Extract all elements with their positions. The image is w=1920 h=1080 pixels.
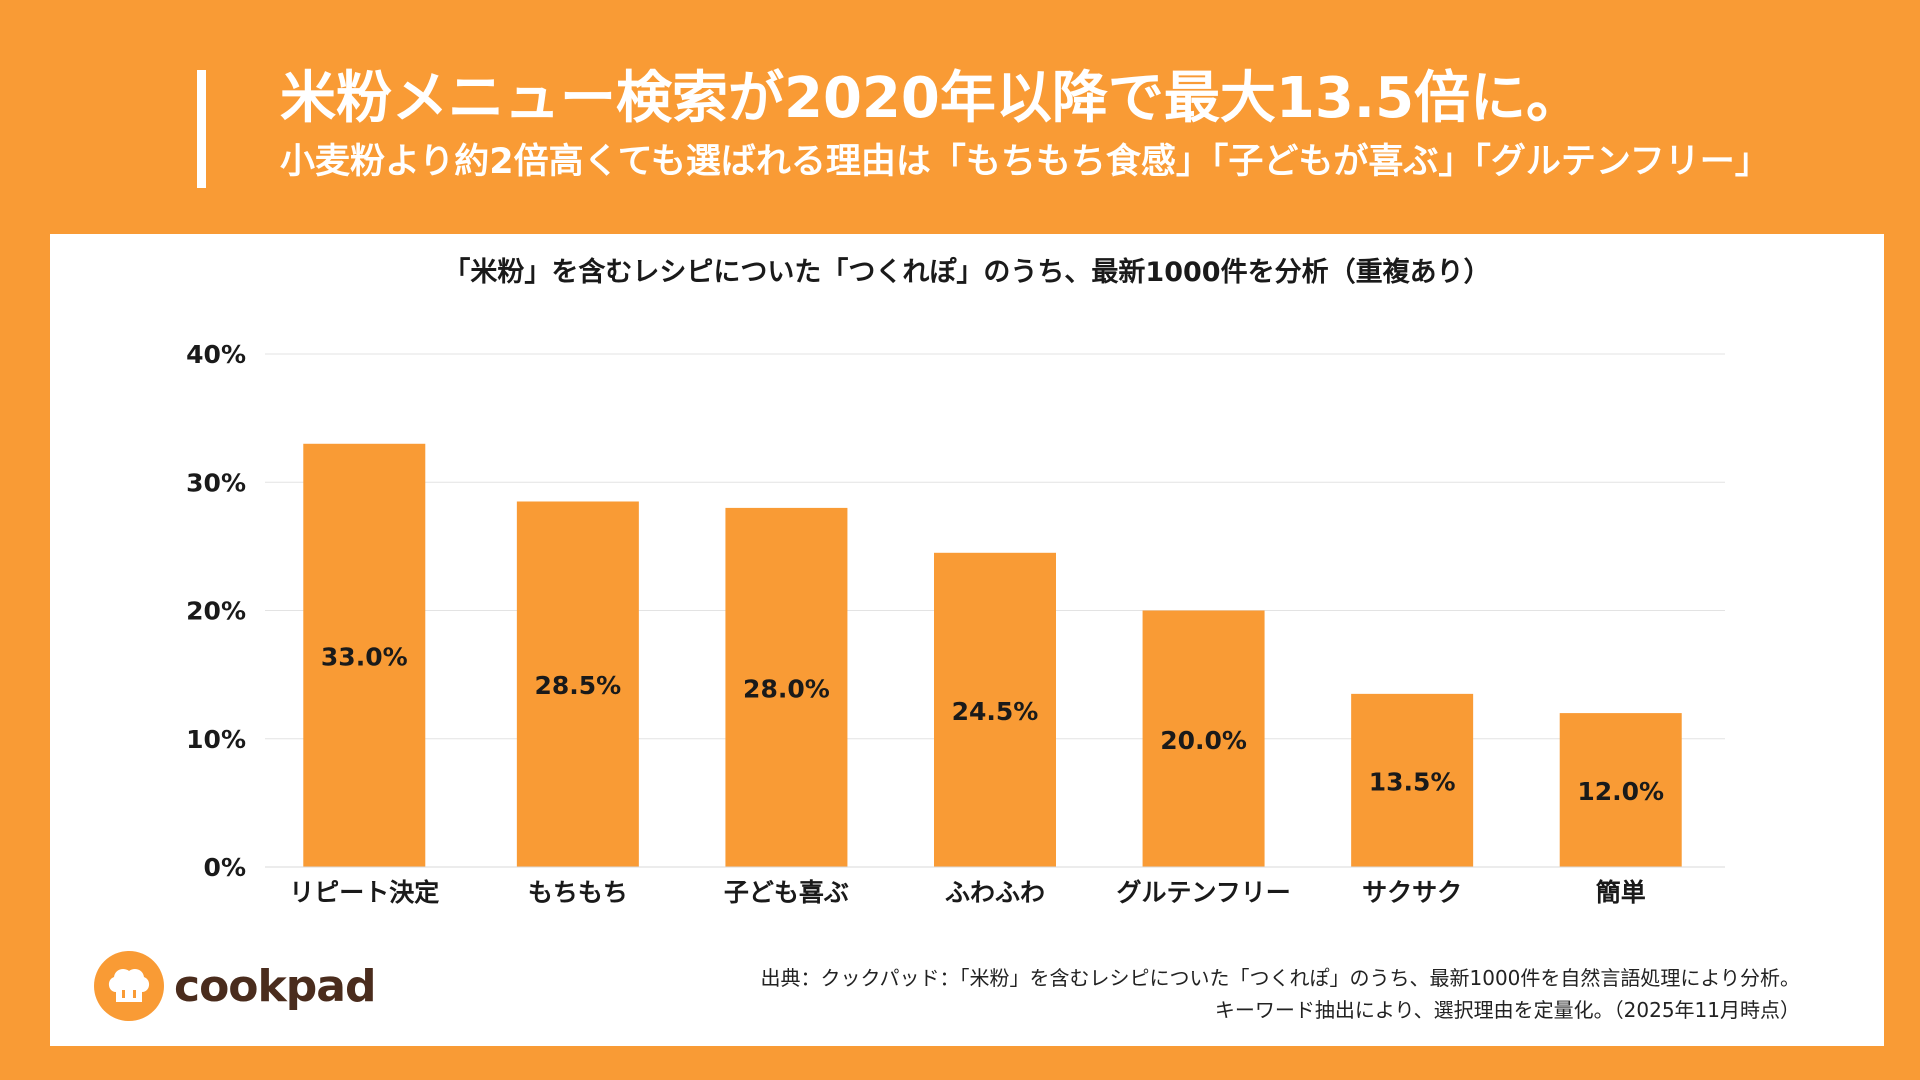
bar [725, 507, 848, 867]
x-tick-label: サクサク [1362, 878, 1462, 907]
source-line-1: 出典：クックパッド：「米粉」を含むレシピについた「つくれぽ」のうち、最新1000… [760, 966, 1801, 990]
data-label: 28.5% [534, 671, 621, 700]
logo-wordmark: cookpad [174, 960, 376, 1012]
page-subtitle: 小麦粉より約2倍高くても選ばれる理由は「もちもち食感」「子どもが喜ぶ」「グルテン… [280, 142, 1770, 182]
chef-hat-icon [94, 951, 164, 1021]
y-tick-label: 30% [186, 468, 246, 497]
chart-panel: 0% 10% 20% 30% 40% 33.0% リピート決定 28.5% もちもち 28.0% 子… [50, 234, 1884, 1046]
cookpad-logo: cookpad [94, 948, 376, 1024]
source-note: 出典：クックパッド：「米粉」を含むレシピについた「つくれぽ」のうち、最新1000… [761, 962, 1801, 1026]
x-tick-label: 子ども喜ぶ [724, 878, 849, 907]
bar [1142, 610, 1265, 867]
x-tick-label: もちもち [528, 878, 628, 907]
y-tick-label: 20% [186, 597, 246, 626]
y-tick-label: 0% [204, 853, 246, 882]
bar [1351, 693, 1474, 867]
x-tick-label: 簡単 [1596, 878, 1646, 907]
x-tick-label: ふわふわ [945, 878, 1045, 907]
bar-chart: 0% 10% 20% 30% 40% 33.0% リピート決定 28.5% もちもち 28.0% 子… [186, 340, 1725, 907]
source-line-2: キーワード抽出により、選択理由を定量化。（2025年11月時点） [1214, 998, 1800, 1022]
x-tick-label: グルテンフリー [1116, 878, 1290, 907]
data-label: 24.5% [952, 697, 1039, 726]
data-label: 33.0% [321, 642, 408, 671]
x-tick-label: リピート決定 [289, 878, 439, 907]
bar [934, 552, 1056, 867]
bar [303, 443, 426, 867]
y-tick-label: 10% [186, 725, 246, 754]
title-accent-bar [197, 70, 206, 188]
data-label: 20.0% [1160, 726, 1247, 755]
bar [516, 501, 639, 867]
data-label: 13.5% [1369, 767, 1456, 796]
bar [1559, 713, 1682, 867]
page-title: 米粉メニュー検索が2020年以降で最大13.5倍に。 [280, 66, 1583, 131]
data-label: 28.0% [743, 674, 830, 703]
chart-title: 「米粉」を含むレシピについた「つくれぽ」のうち、最新1000件を分析（重複あり） [443, 257, 1491, 288]
data-label: 12.0% [1577, 777, 1664, 806]
y-tick-label: 40% [186, 340, 246, 369]
